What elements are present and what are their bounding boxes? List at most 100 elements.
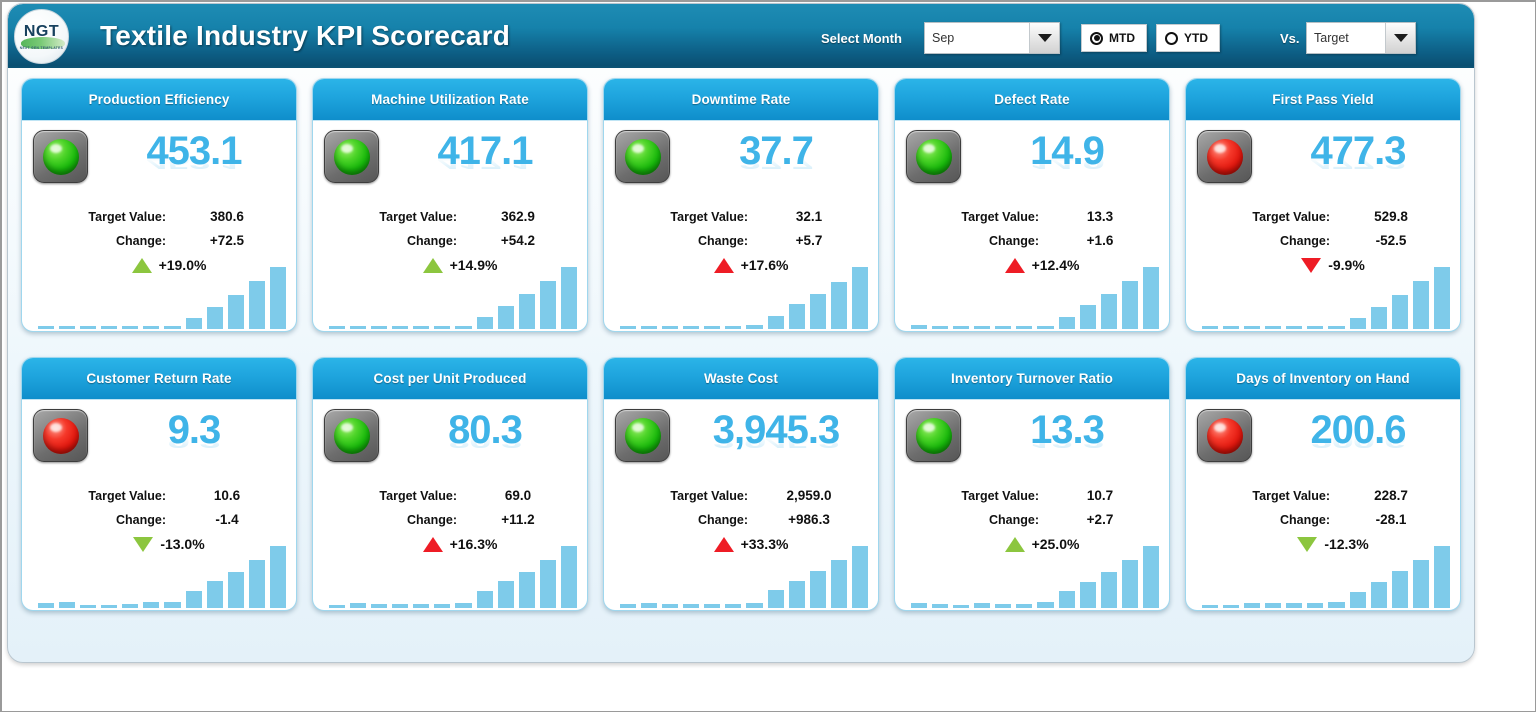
change-label: Change:	[1280, 513, 1330, 527]
change-label: Change:	[698, 513, 748, 527]
vs-select[interactable]: Target	[1306, 22, 1416, 54]
change-row: Change: +72.5	[36, 233, 284, 248]
logo-text: NGT	[23, 22, 60, 40]
kpi-card-title: Defect Rate	[994, 92, 1070, 107]
sparkline-bar	[788, 581, 805, 608]
sparkline-bar	[206, 581, 223, 608]
target-value-label: Target Value:	[88, 489, 166, 503]
kpi-card[interactable]: Waste Cost 3,945.3 3,945.3 Target Value: 2,9…	[603, 357, 879, 611]
sparkline-bar	[206, 307, 223, 329]
sparkline-bar	[329, 605, 346, 608]
kpi-value: 453.1 453.1	[96, 127, 292, 221]
kpi-card-header: Days of Inventory on Hand	[1186, 358, 1460, 400]
percent-change-value: +33.3%	[740, 536, 789, 552]
sparkline-bar	[830, 282, 847, 329]
target-value: 10.6	[213, 488, 241, 503]
target-value-row: Target Value: 529.8	[1200, 209, 1448, 224]
sparkline-bar	[227, 295, 244, 329]
sparkline-bar	[1265, 603, 1282, 608]
sparkline-bar	[1391, 295, 1408, 329]
trend-down-icon	[1297, 536, 1318, 552]
sparkline-bar	[683, 604, 700, 608]
target-value: 10.7	[1086, 488, 1114, 503]
kpi-card-title: Machine Utilization Rate	[371, 92, 529, 107]
status-light-red	[1197, 130, 1252, 183]
kpi-card[interactable]: Machine Utilization Rate 417.1 417.1 Target…	[312, 78, 588, 332]
sparkline-bar	[1433, 546, 1450, 608]
sparkline-chart	[1202, 542, 1450, 608]
sparkline-bar	[1121, 560, 1138, 608]
status-light-green	[33, 130, 88, 183]
kpi-card[interactable]: First Pass Yield 477.3 477.3 Target Value: 5…	[1185, 78, 1461, 332]
sparkline-bar	[1142, 267, 1159, 329]
kpi-card-title: Inventory Turnover Ratio	[951, 371, 1113, 386]
sparkline-bar	[413, 326, 430, 329]
percent-change-row: +17.6%	[618, 257, 866, 273]
kpi-value: 37.7 37.7	[678, 127, 874, 221]
sparkline-bar	[455, 603, 472, 608]
kpi-card[interactable]: Defect Rate 14.9 14.9 Target Value: 13.3 Chan…	[894, 78, 1170, 332]
radio-ytd[interactable]: YTD	[1156, 24, 1220, 52]
sparkline-bar	[392, 604, 409, 608]
percent-change-value: -9.9%	[1328, 257, 1365, 273]
change-row: Change: -28.1	[1200, 512, 1448, 527]
change-row: Change: +2.7	[909, 512, 1157, 527]
month-select[interactable]: Sep	[924, 22, 1060, 54]
status-bulb-icon	[915, 417, 952, 454]
kpi-card[interactable]: Customer Return Rate 9.3 9.3 Target Value: 1…	[21, 357, 297, 611]
sparkline-bar	[1079, 582, 1096, 608]
target-value-row: Target Value: 362.9	[327, 209, 575, 224]
kpi-card-title: First Pass Yield	[1272, 92, 1374, 107]
kpi-card-body: 3,945.3 3,945.3 Target Value: 2,959.0 Change…	[604, 400, 878, 610]
radio-mtd[interactable]: MTD	[1081, 24, 1147, 52]
kpi-value-reflection: 3,945.3	[712, 430, 840, 452]
kpi-card[interactable]: Days of Inventory on Hand 200.6 200.6 Targe…	[1185, 357, 1461, 611]
sparkline-bar	[560, 546, 577, 608]
kpi-card[interactable]: Production Efficiency 453.1 453.1 Target Va…	[21, 78, 297, 332]
sparkline-bar	[662, 604, 679, 608]
change-value: +1.6	[1086, 233, 1114, 248]
change-label: Change:	[407, 234, 457, 248]
status-light-green	[324, 130, 379, 183]
kpi-value: 417.1 417.1	[387, 127, 583, 221]
sparkline-bar	[1079, 305, 1096, 329]
radio-selected-icon	[1090, 31, 1103, 45]
kpi-card-header: Waste Cost	[604, 358, 878, 400]
kpi-card-header: Production Efficiency	[22, 79, 296, 121]
kpi-card-header: Defect Rate	[895, 79, 1169, 121]
target-value-label: Target Value:	[379, 489, 457, 503]
change-value: +5.7	[795, 233, 823, 248]
sparkline-chart	[38, 542, 286, 608]
chevron-down-icon[interactable]	[1029, 23, 1059, 53]
kpi-card[interactable]: Cost per Unit Produced 80.3 80.3 Target Val…	[312, 357, 588, 611]
change-row: Change: +5.7	[618, 233, 866, 248]
kpi-card-body: 13.3 13.3 Target Value: 10.7 Change: +2.7 +25.…	[895, 400, 1169, 610]
sparkline-bar	[1328, 326, 1345, 329]
sparkline-bar	[269, 267, 286, 329]
percent-change-row: +12.4%	[909, 257, 1157, 273]
kpi-value-reflection: 453.1	[146, 151, 242, 173]
percent-change-row: +14.9%	[327, 257, 575, 273]
sparkline-bar	[518, 294, 535, 329]
trend-up-icon	[1004, 536, 1025, 552]
sparkline-bar	[641, 326, 658, 329]
logo-tagline: NEXT GEN TEMPLATES	[19, 45, 64, 50]
target-value-row: Target Value: 228.7	[1200, 488, 1448, 503]
sparkline-bar	[1412, 560, 1429, 608]
kpi-metrics: Target Value: 228.7 Change: -28.1 -12.3%	[1200, 488, 1448, 552]
kpi-card-body: 14.9 14.9 Target Value: 13.3 Change: +1.6 +12.…	[895, 121, 1169, 331]
chevron-down-icon[interactable]	[1385, 23, 1415, 53]
sparkline-bar	[350, 326, 367, 329]
target-value-row: Target Value: 380.6	[36, 209, 284, 224]
status-light-green	[906, 409, 961, 462]
kpi-card[interactable]: Downtime Rate 37.7 37.7 Target Value: 32.1 Ch…	[603, 78, 879, 332]
sparkline-bar	[725, 326, 742, 329]
sparkline-bar	[620, 604, 637, 608]
sparkline-bar	[539, 281, 556, 329]
kpi-card[interactable]: Inventory Turnover Ratio 13.3 13.3 Target V…	[894, 357, 1170, 611]
target-value-label: Target Value:	[1252, 489, 1330, 503]
percent-change-value: +14.9%	[449, 257, 498, 273]
target-value-row: Target Value: 69.0	[327, 488, 575, 503]
sparkline-bar	[1037, 326, 1054, 329]
